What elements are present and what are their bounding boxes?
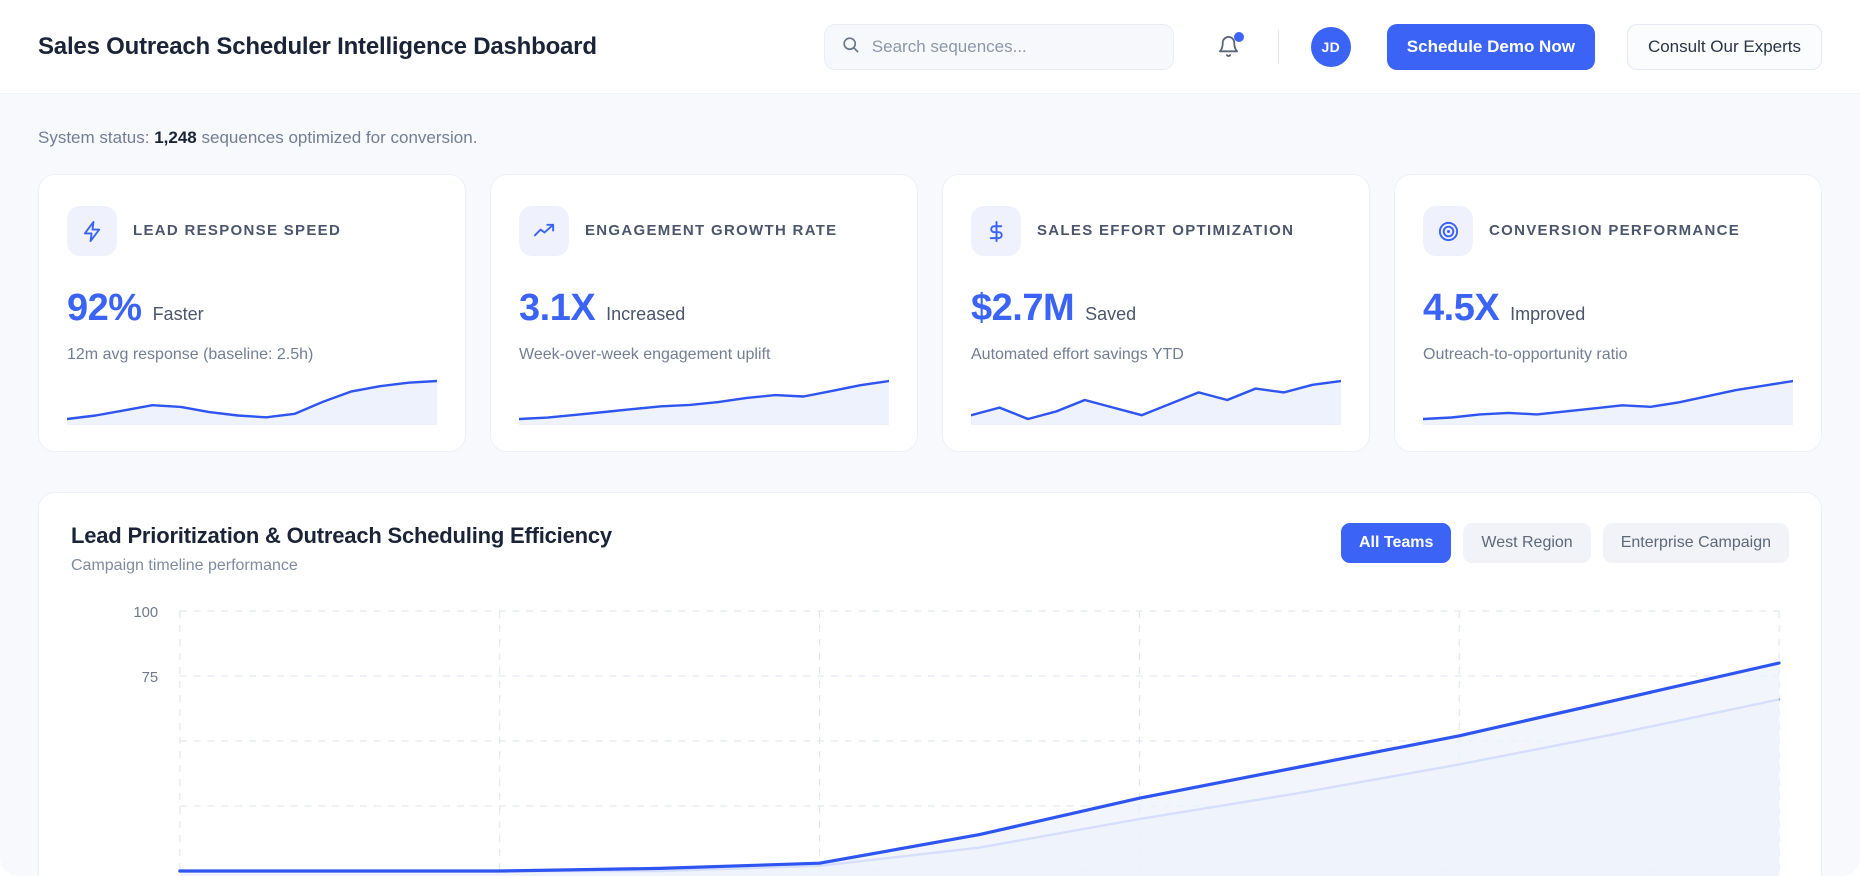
chart-tab-west-region[interactable]: West Region [1463,523,1591,563]
chart-title: Lead Prioritization & Outreach Schedulin… [71,523,612,548]
lightning-bolt-icon [83,220,100,242]
kpi-value-row: 4.5X Improved [1423,287,1793,330]
status-count: 1,248 [154,128,197,147]
kpi-header: Engagement Growth Rate [519,203,889,259]
kpi-icon-wrap [971,206,1021,256]
kpi-subtext: Week-over-week engagement uplift [519,346,771,363]
kpi-sparkline-3 [1423,367,1793,425]
chart-title-block: Lead Prioritization & Outreach Schedulin… [71,523,612,575]
kpi-label: Conversion Performance [1489,222,1741,239]
kpi-sparkline-2 [971,367,1341,425]
kpi-unit: Increased [606,304,686,324]
app-header: Sales Outreach Scheduler Intelligence Da… [0,0,1860,94]
kpi-card-row: Lead Response Speed 92% Faster 12m avg r… [38,174,1822,452]
chart-header: Lead Prioritization & Outreach Schedulin… [71,523,1789,575]
svg-text:75: 75 [142,669,159,686]
system-status-line: System status: 1,248 sequences optimized… [38,94,1822,174]
kpi-value: 92% [67,287,142,329]
kpi-label: Engagement Growth Rate [585,222,838,239]
kpi-sparkline-0 [67,367,437,425]
header-divider [1277,29,1279,64]
search-icon [841,35,860,59]
kpi-card-sales-effort-optimization[interactable]: Sales Effort Optimization $2.7M Saved Au… [942,174,1370,452]
kpi-icon-wrap [519,206,569,256]
chart-plot-area: 100 75 [71,601,1789,876]
kpi-value: 4.5X [1423,287,1500,329]
kpi-value-row: 3.1X Increased [519,287,889,330]
kpi-subtext: Outreach-to-opportunity ratio [1423,346,1628,363]
schedule-demo-button[interactable]: Schedule Demo Now [1386,23,1595,70]
notification-bell-button[interactable] [1212,30,1246,64]
avatar[interactable]: JD [1310,26,1351,67]
page-title: Sales Outreach Scheduler Intelligence Da… [38,32,597,60]
kpi-card-conversion-performance[interactable]: Conversion Performance 4.5X Improved Out… [1394,174,1822,452]
kpi-unit: Saved [1085,304,1137,324]
chart-tab-all-teams[interactable]: All Teams [1340,523,1452,563]
kpi-card-lead-response-speed[interactable]: Lead Response Speed 92% Faster 12m avg r… [38,174,466,452]
status-suffix: sequences optimized for conversion. [201,128,478,147]
kpi-unit: Improved [1510,304,1586,324]
chart-panel: Lead Prioritization & Outreach Schedulin… [38,492,1822,876]
chart-filter-tabs: All Teams West Region Enterprise Campaig… [1340,523,1789,563]
kpi-header: Conversion Performance [1423,203,1793,259]
search-box[interactable] [823,23,1174,70]
kpi-icon-wrap [67,206,117,256]
kpi-unit: Faster [152,304,204,324]
kpi-value: 3.1X [519,287,596,329]
kpi-value-row: $2.7M Saved [971,287,1341,330]
kpi-card-engagement-growth-rate[interactable]: Engagement Growth Rate 3.1X Increased We… [490,174,918,452]
kpi-header: Sales Effort Optimization [971,203,1341,259]
kpi-label: Sales Effort Optimization [1037,222,1295,239]
trending-up-icon [533,223,554,236]
chart-tab-enterprise-campaign[interactable]: Enterprise Campaign [1602,523,1789,563]
dollar-sign-icon [989,220,1003,242]
notification-unread-dot [1233,31,1244,42]
kpi-value-row: 92% Faster [67,287,437,330]
kpi-value: $2.7M [971,287,1075,329]
kpi-subtext: 12m avg response (baseline: 2.5h) [67,346,314,363]
status-prefix: System status: [38,128,150,147]
svg-text:100: 100 [133,604,158,621]
kpi-sparkline-1 [519,367,889,425]
kpi-icon-wrap [1423,206,1473,256]
chart-subtitle: Campaign timeline performance [71,557,298,574]
dashboard-body: System status: 1,248 sequences optimized… [0,94,1860,876]
bell-icon [1219,36,1239,57]
consult-experts-button[interactable]: Consult Our Experts [1626,23,1822,70]
target-icon [1438,221,1458,241]
search-input[interactable] [871,36,1157,57]
kpi-subtext: Automated effort savings YTD [971,346,1184,363]
kpi-label: Lead Response Speed [133,222,342,239]
kpi-header: Lead Response Speed [67,203,437,259]
